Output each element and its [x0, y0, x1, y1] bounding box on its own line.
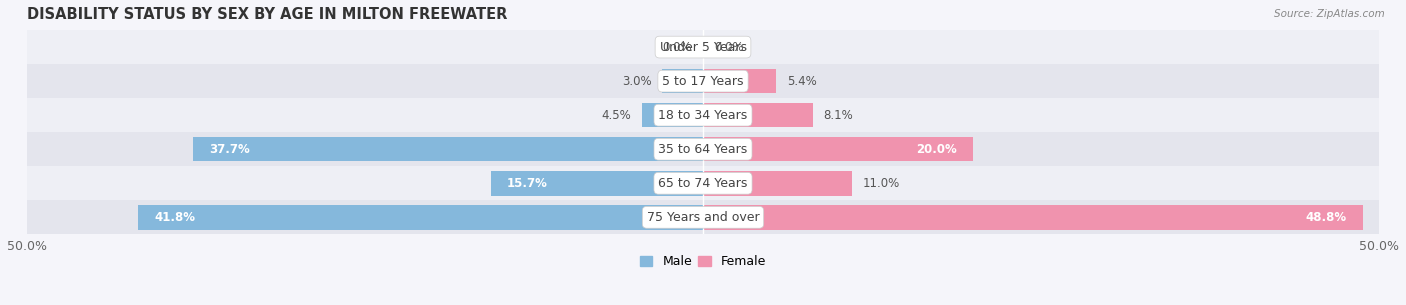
Text: 4.5%: 4.5%	[602, 109, 631, 122]
Bar	[27, 166, 1379, 200]
Text: 20.0%: 20.0%	[917, 143, 957, 156]
Text: 41.8%: 41.8%	[155, 211, 195, 224]
Bar	[643, 103, 703, 127]
Bar	[27, 200, 1379, 234]
Bar	[27, 64, 1379, 98]
Text: 0.0%: 0.0%	[662, 41, 692, 54]
Text: 65 to 74 Years: 65 to 74 Years	[658, 177, 748, 190]
Bar	[138, 205, 703, 230]
Bar	[27, 30, 1379, 64]
Text: 48.8%: 48.8%	[1306, 211, 1347, 224]
Text: DISABILITY STATUS BY SEX BY AGE IN MILTON FREEWATER: DISABILITY STATUS BY SEX BY AGE IN MILTO…	[27, 7, 508, 22]
Text: 35 to 64 Years: 35 to 64 Years	[658, 143, 748, 156]
Text: 37.7%: 37.7%	[209, 143, 250, 156]
Text: 3.0%: 3.0%	[621, 75, 651, 88]
Bar	[703, 137, 973, 161]
Bar	[703, 171, 852, 196]
Text: 5.4%: 5.4%	[787, 75, 817, 88]
Bar	[662, 69, 703, 93]
Bar	[491, 171, 703, 196]
Text: 8.1%: 8.1%	[824, 109, 853, 122]
Bar	[703, 205, 1362, 230]
Text: 75 Years and over: 75 Years and over	[647, 211, 759, 224]
Text: Source: ZipAtlas.com: Source: ZipAtlas.com	[1274, 9, 1385, 19]
Text: 5 to 17 Years: 5 to 17 Years	[662, 75, 744, 88]
Bar	[27, 98, 1379, 132]
Text: 15.7%: 15.7%	[508, 177, 548, 190]
Text: 11.0%: 11.0%	[862, 177, 900, 190]
Bar	[703, 69, 776, 93]
Text: 0.0%: 0.0%	[714, 41, 744, 54]
Bar	[27, 132, 1379, 166]
Text: 18 to 34 Years: 18 to 34 Years	[658, 109, 748, 122]
Legend: Male, Female: Male, Female	[636, 250, 770, 273]
Bar	[193, 137, 703, 161]
Bar	[703, 103, 813, 127]
Text: Under 5 Years: Under 5 Years	[659, 41, 747, 54]
